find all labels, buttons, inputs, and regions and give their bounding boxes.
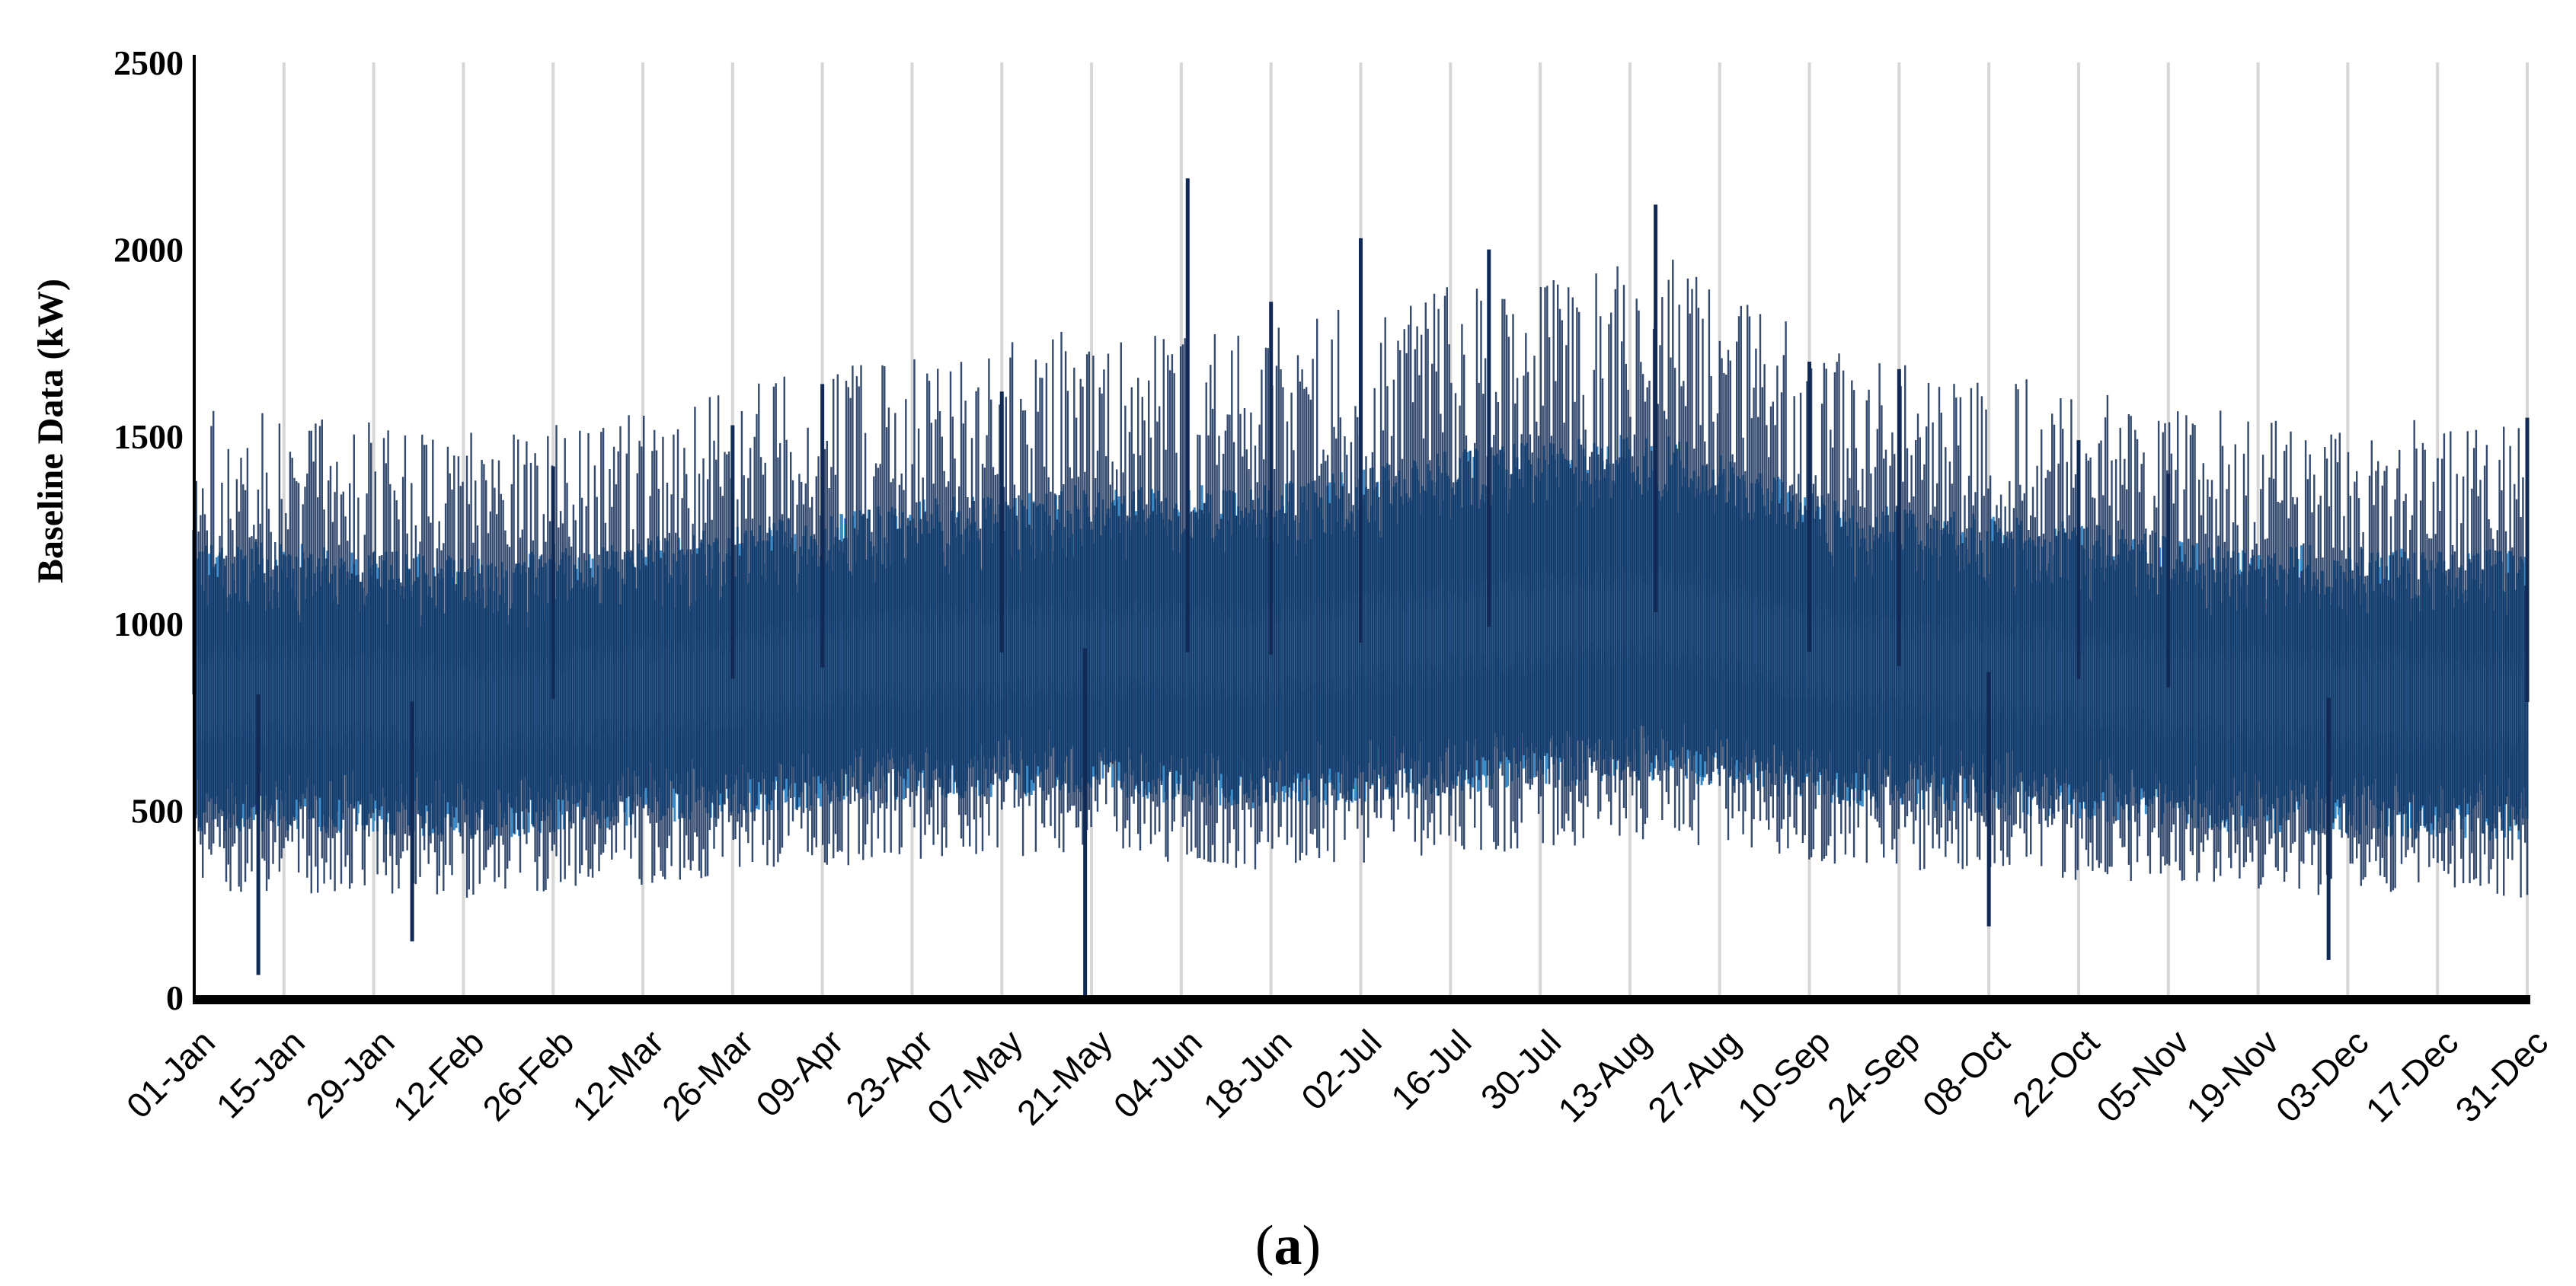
x-tick-04-Jun: 04-Jun — [1106, 1022, 1210, 1125]
y-axis-label: Baseline Data (kW) — [30, 279, 71, 583]
x-tick-labels: 01-Jan15-Jan29-Jan12-Feb26-Feb12-Mar26-M… — [119, 1022, 2555, 1132]
x-tick-12-Mar: 12-Mar — [564, 1022, 671, 1128]
x-tick-19-Nov: 19-Nov — [2178, 1022, 2287, 1130]
y-tick-labels: 0 500 1000 1500 2000 2500 — [113, 43, 184, 1017]
y-tick-2000: 2000 — [113, 231, 184, 270]
x-tick-08-Oct: 08-Oct — [1915, 1022, 2018, 1125]
x-tick-15-Jan: 15-Jan — [209, 1022, 312, 1125]
caption-close: ) — [1302, 1214, 1322, 1277]
x-tick-09-Apr: 09-Apr — [748, 1022, 850, 1124]
x-tick-17-Dec: 17-Dec — [2358, 1022, 2466, 1130]
x-tick-03-Dec: 03-Dec — [2268, 1022, 2376, 1130]
x-tick-02-Jul: 02-Jul — [1293, 1022, 1389, 1117]
y-tick-0: 0 — [166, 978, 184, 1017]
x-tick-16-Jul: 16-Jul — [1383, 1022, 1478, 1117]
x-tick-21-May: 21-May — [1009, 1022, 1120, 1132]
x-tick-07-May: 07-May — [919, 1022, 1030, 1132]
x-tick-22-Oct: 22-Oct — [2005, 1022, 2108, 1125]
x-tick-31-Dec: 31-Dec — [2447, 1022, 2555, 1130]
caption-letter: a — [1274, 1214, 1302, 1277]
x-tick-12-Feb: 12-Feb — [385, 1022, 492, 1128]
x-tick-27-Aug: 27-Aug — [1640, 1022, 1748, 1130]
x-tick-01-Jan: 01-Jan — [119, 1022, 222, 1125]
x-tick-10-Sep: 10-Sep — [1730, 1022, 1838, 1130]
y-tick-1500: 1500 — [113, 417, 184, 456]
x-tick-26-Mar: 26-Mar — [654, 1022, 761, 1128]
x-tick-24-Sep: 24-Sep — [1820, 1022, 1928, 1130]
y-tick-500: 500 — [131, 791, 184, 830]
caption-open: ( — [1255, 1214, 1274, 1277]
y-tick-2500: 2500 — [113, 43, 184, 82]
x-tick-05-Nov: 05-Nov — [2089, 1022, 2197, 1130]
figure-caption: (a) — [1255, 1214, 1321, 1277]
y-tick-1000: 1000 — [113, 605, 184, 643]
x-tick-29-Jan: 29-Jan — [298, 1022, 401, 1125]
x-tick-26-Feb: 26-Feb — [475, 1022, 581, 1128]
x-tick-18-Jun: 18-Jun — [1196, 1022, 1299, 1125]
peak-events — [192, 178, 2530, 997]
x-tick-13-Aug: 13-Aug — [1550, 1022, 1658, 1130]
